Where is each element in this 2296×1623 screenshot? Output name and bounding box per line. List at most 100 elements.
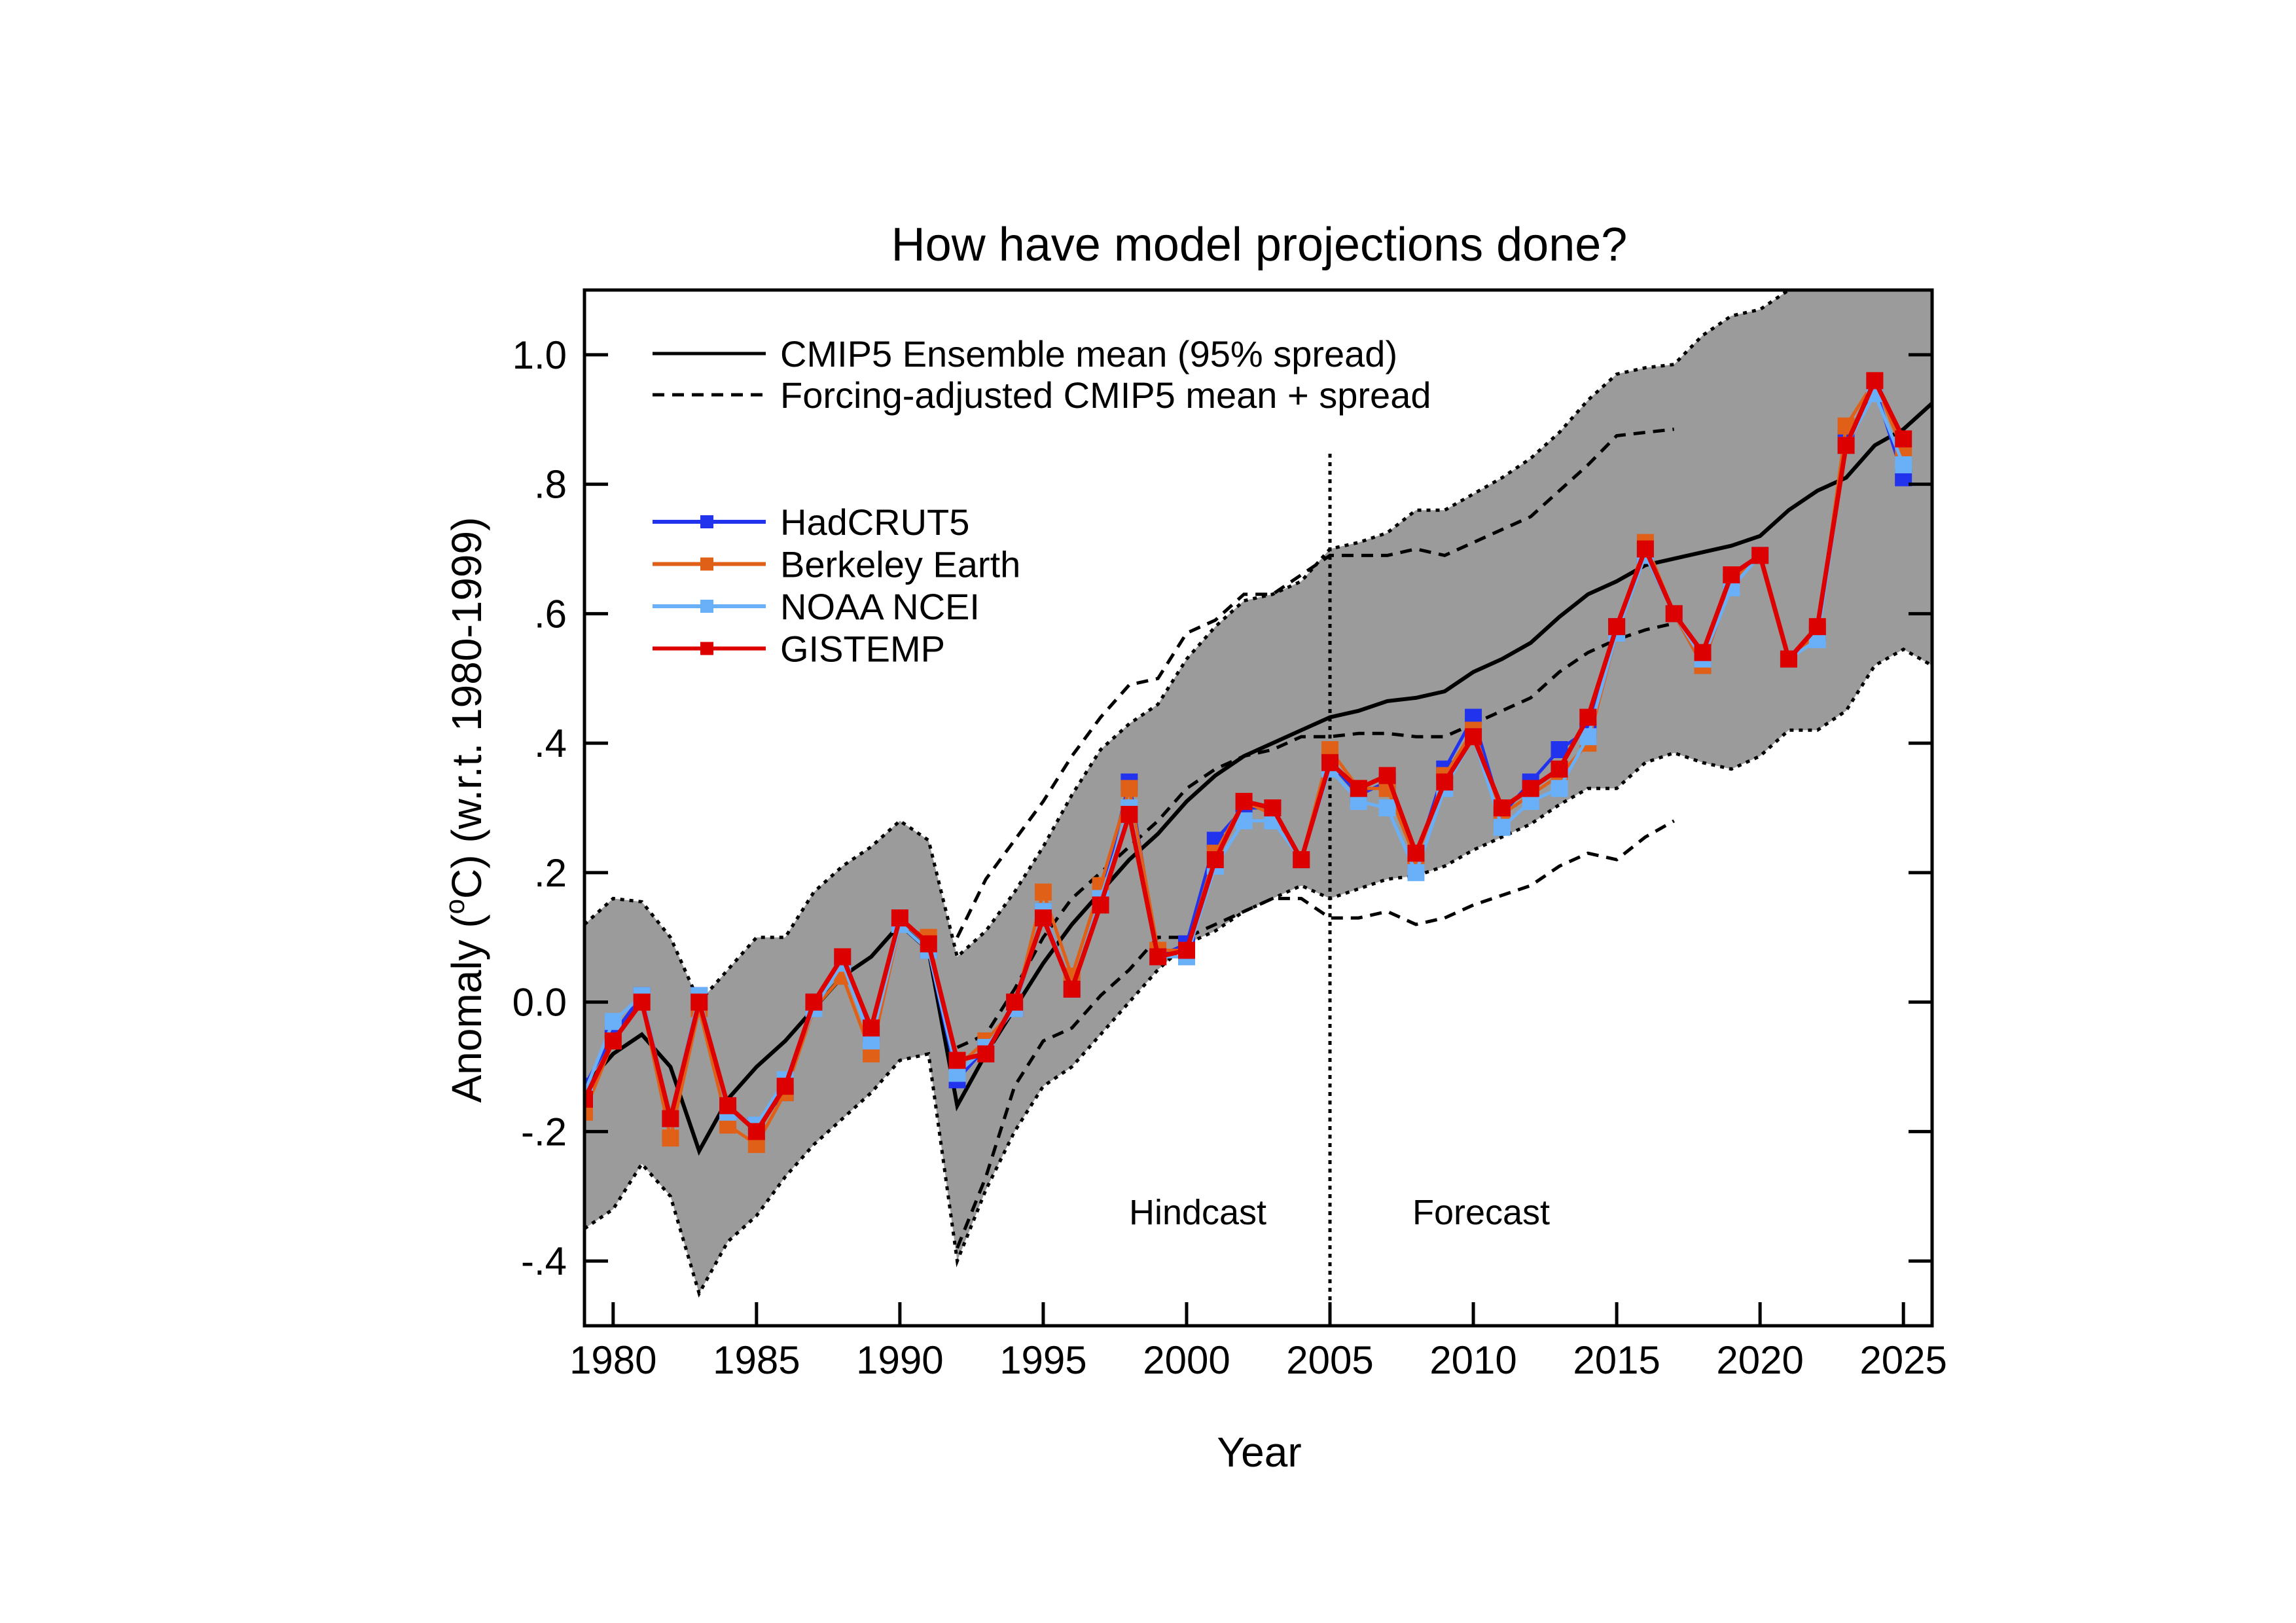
data-point (1407, 845, 1425, 862)
data-point (1177, 941, 1195, 959)
data-point (891, 909, 908, 927)
data-point (1121, 805, 1138, 823)
model-spread-lower (584, 647, 1932, 1298)
data-point (1808, 618, 1826, 636)
data-point (1493, 799, 1511, 816)
legend-label: HadCRUT5 (780, 501, 969, 543)
y-tick-label: 0.0 (512, 981, 567, 1025)
data-point (834, 948, 852, 966)
data-point (1866, 372, 1884, 390)
data-point (584, 1103, 593, 1121)
x-tick-label: 2000 (1143, 1338, 1230, 1382)
data-point (1551, 760, 1568, 778)
data-point (1293, 851, 1310, 869)
data-point (747, 1123, 765, 1140)
data-point (776, 1078, 794, 1095)
data-point (1694, 644, 1712, 661)
data-point (1551, 780, 1568, 797)
data-point (1636, 540, 1654, 558)
y-tick-label: .8 (534, 463, 567, 507)
y-tick-label: -.2 (521, 1110, 567, 1154)
data-point (805, 993, 823, 1011)
data-point (1034, 909, 1052, 927)
y-label-pre: Anomaly ( (443, 914, 490, 1103)
chart-title: How have model projections done? (891, 219, 1628, 271)
x-tick-label: 2010 (1429, 1338, 1516, 1382)
data-point (1378, 767, 1396, 784)
model-spread-band (584, 290, 1932, 1294)
legend-label: Berkeley Earth (780, 544, 1020, 585)
x-tick-label: 1995 (999, 1338, 1086, 1382)
legend-marker (700, 557, 713, 571)
plot-area: 1.0 .8 .6 .4 .2 0.0 -.2 -.4 1980 1985 1990 1995 2000… (512, 288, 1947, 1382)
data-point (1235, 793, 1253, 811)
data-point (1493, 818, 1511, 836)
data-point (1206, 851, 1224, 869)
data-point (1121, 780, 1138, 797)
legend-label-forcing: Forcing-adjusted CMIP5 mean + spread (780, 374, 1431, 416)
data-point (1321, 754, 1339, 771)
data-point (1837, 437, 1855, 454)
data-point (1149, 948, 1167, 966)
legend: CMIP5 Ensemble mean (95% spread) Forcing… (653, 333, 1431, 670)
plot-frame (583, 288, 1934, 1328)
x-axis-label: Year (1217, 1429, 1301, 1476)
y-label-post: C) (w.r.t. 1980-1999) (443, 517, 490, 899)
data-point (1723, 566, 1740, 584)
data-point (1522, 780, 1539, 797)
legend-label: NOAA NCEI (780, 586, 980, 627)
data-point (1665, 605, 1683, 623)
data-point (1063, 980, 1081, 998)
data-point (1006, 993, 1024, 1011)
x-tick-label: 2005 (1286, 1338, 1373, 1382)
data-point (1751, 547, 1769, 564)
y-label-sup: o (439, 899, 470, 914)
y-tick-label: .6 (534, 592, 567, 636)
y-tick-label: .2 (534, 851, 567, 895)
x-tick-label: 1985 (713, 1338, 800, 1382)
y-axis-label: Anomaly (oC) (w.r.t. 1980-1999) (439, 517, 490, 1103)
data-point (1350, 780, 1367, 797)
hindcast-label: Hindcast (1129, 1193, 1266, 1232)
forcing-adjusted-mean (956, 621, 1675, 1049)
data-point (604, 1013, 622, 1030)
forcing-adjusted-lower (956, 819, 1675, 1249)
data-point (1264, 799, 1282, 816)
data-point (863, 1019, 880, 1037)
data-point (1895, 430, 1912, 448)
data-point (1436, 773, 1454, 791)
data-point (633, 993, 651, 1011)
data-point (1034, 883, 1052, 901)
forecast-label: Forecast (1412, 1193, 1550, 1232)
data-point (948, 1051, 966, 1069)
legend-marker (700, 600, 713, 613)
data-point (1579, 708, 1597, 726)
data-point (1378, 799, 1396, 816)
data-point (662, 1110, 679, 1127)
x-tick-label: 1980 (569, 1338, 656, 1382)
data-point (604, 1032, 622, 1049)
x-tick-label: 2020 (1716, 1338, 1803, 1382)
legend-marker (700, 642, 713, 655)
legend-marker (700, 515, 713, 528)
data-point (1895, 456, 1912, 473)
data-point (662, 1129, 679, 1147)
data-point (1407, 864, 1425, 881)
data-point (1608, 618, 1626, 636)
data-point (691, 993, 708, 1011)
data-point (977, 1045, 995, 1063)
x-tick-label: 2025 (1859, 1338, 1946, 1382)
data-point (719, 1097, 737, 1114)
y-tick-label: .4 (534, 721, 567, 765)
data-point (1780, 650, 1797, 668)
y-tick-label: 1.0 (512, 333, 567, 377)
x-tick-label: 1990 (856, 1338, 943, 1382)
series-gistemp (584, 372, 1912, 1140)
data-point (920, 935, 937, 953)
data-point (1465, 728, 1482, 746)
forcing-adjusted-upper (956, 428, 1674, 938)
y-tick-label: -.4 (521, 1239, 567, 1283)
x-tick-label: 2015 (1573, 1338, 1660, 1382)
data-point (584, 1090, 593, 1108)
